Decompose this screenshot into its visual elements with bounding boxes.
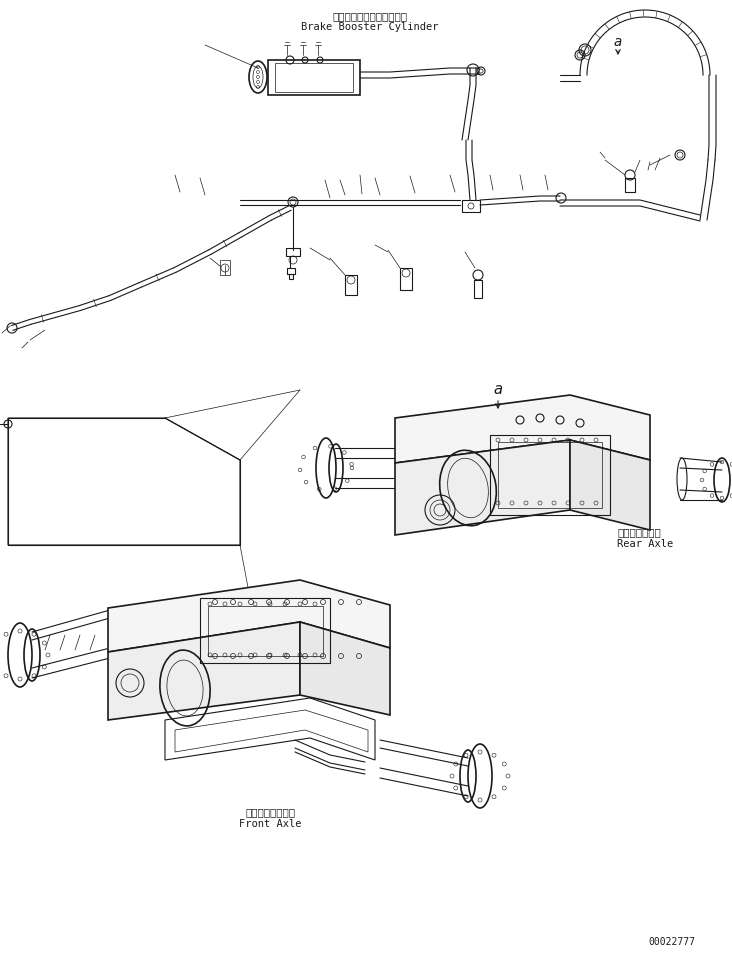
Polygon shape: [108, 580, 390, 652]
Polygon shape: [300, 622, 390, 715]
Text: a: a: [614, 35, 622, 49]
Text: a: a: [493, 383, 503, 397]
Bar: [286, 248, 300, 256]
Bar: [345, 275, 357, 295]
Bar: [220, 260, 230, 275]
Text: Brake Booster Cylinder: Brake Booster Cylinder: [302, 22, 438, 32]
Polygon shape: [108, 622, 300, 720]
Bar: [462, 200, 480, 212]
Polygon shape: [395, 440, 570, 535]
Bar: [208, 606, 323, 656]
Bar: [498, 442, 602, 508]
Bar: [200, 598, 330, 663]
Text: Rear Axle: Rear Axle: [617, 539, 673, 549]
Bar: [474, 280, 482, 298]
Bar: [625, 178, 635, 192]
Text: フロントアクスル: フロントアクスル: [245, 807, 295, 817]
Bar: [287, 268, 295, 274]
Text: リヤーアクスル: リヤーアクスル: [617, 527, 661, 537]
Text: Front Axle: Front Axle: [239, 819, 302, 829]
Bar: [289, 274, 293, 279]
Polygon shape: [395, 395, 650, 463]
Text: 00022777: 00022777: [649, 937, 695, 947]
Text: ブレーキブースタシリンダ: ブレーキブースタシリンダ: [332, 11, 408, 21]
Bar: [490, 435, 610, 515]
Polygon shape: [570, 440, 650, 530]
Bar: [400, 268, 412, 290]
